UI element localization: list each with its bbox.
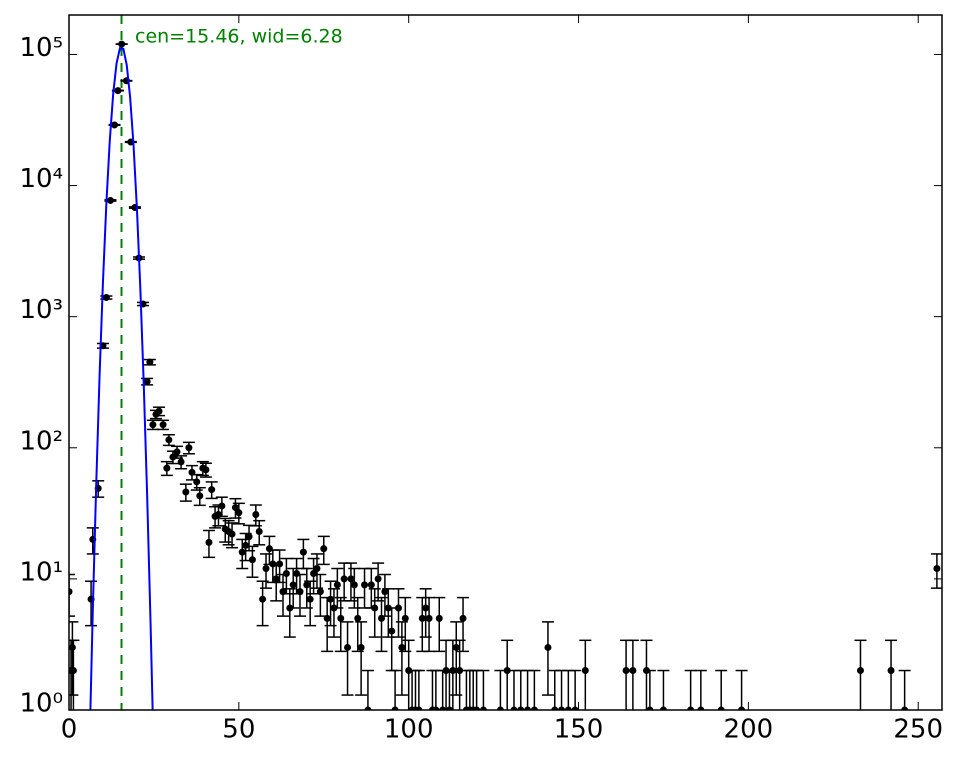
data-point [239, 549, 246, 556]
data-point [358, 644, 365, 651]
data-point [449, 667, 456, 674]
data-point [266, 545, 273, 552]
x-tick-label: 100 [384, 715, 434, 745]
data-point [103, 294, 110, 301]
data-point [419, 615, 426, 622]
data-point [242, 542, 249, 549]
x-tick-label: 0 [61, 715, 78, 745]
data-point [165, 436, 172, 443]
y-tick-label: 10⁴ [19, 164, 63, 194]
data-point [857, 667, 864, 674]
data-point [174, 448, 181, 455]
data-point [283, 570, 290, 577]
data-point [114, 87, 121, 94]
y-tick-label: 10² [19, 426, 63, 456]
data-point [544, 644, 551, 651]
data-point [320, 545, 327, 552]
data-point [276, 560, 283, 567]
data-point [341, 575, 348, 582]
data-point [623, 667, 630, 674]
data-point [313, 565, 320, 572]
data-point [269, 560, 276, 567]
data-point [293, 570, 300, 577]
data-point [629, 667, 636, 674]
data-point [375, 575, 382, 582]
data-point [327, 596, 334, 603]
data-point [888, 667, 895, 674]
y-tick-label: 10¹ [19, 557, 63, 587]
data-point [303, 581, 310, 588]
data-point [107, 197, 114, 204]
data-point [361, 581, 368, 588]
data-point [426, 615, 433, 622]
data-point [193, 478, 200, 485]
data-point [388, 628, 395, 635]
data-point [252, 511, 259, 518]
data-point [249, 556, 256, 563]
data-point [202, 466, 209, 473]
data-point [273, 575, 280, 582]
x-tick-label: 250 [893, 715, 943, 745]
data-point [178, 458, 185, 465]
data-point [300, 549, 307, 556]
y-tick-label: 10³ [19, 295, 63, 325]
data-point [337, 615, 344, 622]
data-point [229, 530, 236, 537]
x-tick-label: 200 [724, 715, 774, 745]
data-point [334, 581, 341, 588]
data-point [436, 615, 443, 622]
data-point [235, 509, 242, 516]
data-point [218, 502, 225, 509]
data-point [344, 644, 351, 651]
data-point [371, 604, 378, 611]
data-point [70, 667, 77, 674]
data-point [460, 615, 467, 622]
data-point [296, 588, 303, 595]
data-point [368, 581, 375, 588]
x-tick-label: 150 [554, 715, 604, 745]
data-point [933, 565, 940, 572]
data-point [347, 575, 354, 582]
data-point [290, 581, 297, 588]
data-point [582, 667, 589, 674]
data-point [156, 408, 163, 415]
data-point [160, 421, 167, 428]
data-point [69, 644, 76, 651]
data-point [317, 588, 324, 595]
data-point [163, 465, 170, 472]
data-point [205, 539, 212, 546]
x-tick-label: 50 [222, 715, 255, 745]
data-point [259, 596, 266, 603]
data-point [453, 644, 460, 651]
y-tick-label: 10⁰ [19, 689, 63, 719]
data-point [402, 615, 409, 622]
data-point [256, 528, 263, 535]
data-point [263, 565, 270, 572]
data-point [307, 596, 314, 603]
data-point [149, 421, 156, 428]
data-point [395, 604, 402, 611]
data-point [118, 41, 125, 48]
data-point [398, 644, 405, 651]
y-tick-label: 10⁵ [19, 33, 63, 63]
data-point [196, 492, 203, 499]
data-point [422, 604, 429, 611]
data-point [246, 533, 253, 540]
data-point [351, 581, 358, 588]
annotation: cen=15.46, wid=6.28 [135, 26, 343, 48]
data-point [146, 359, 153, 366]
data-point [324, 615, 331, 622]
data-point [354, 615, 361, 622]
data-point [182, 489, 189, 496]
data-point [185, 444, 192, 451]
data-point [208, 486, 215, 493]
